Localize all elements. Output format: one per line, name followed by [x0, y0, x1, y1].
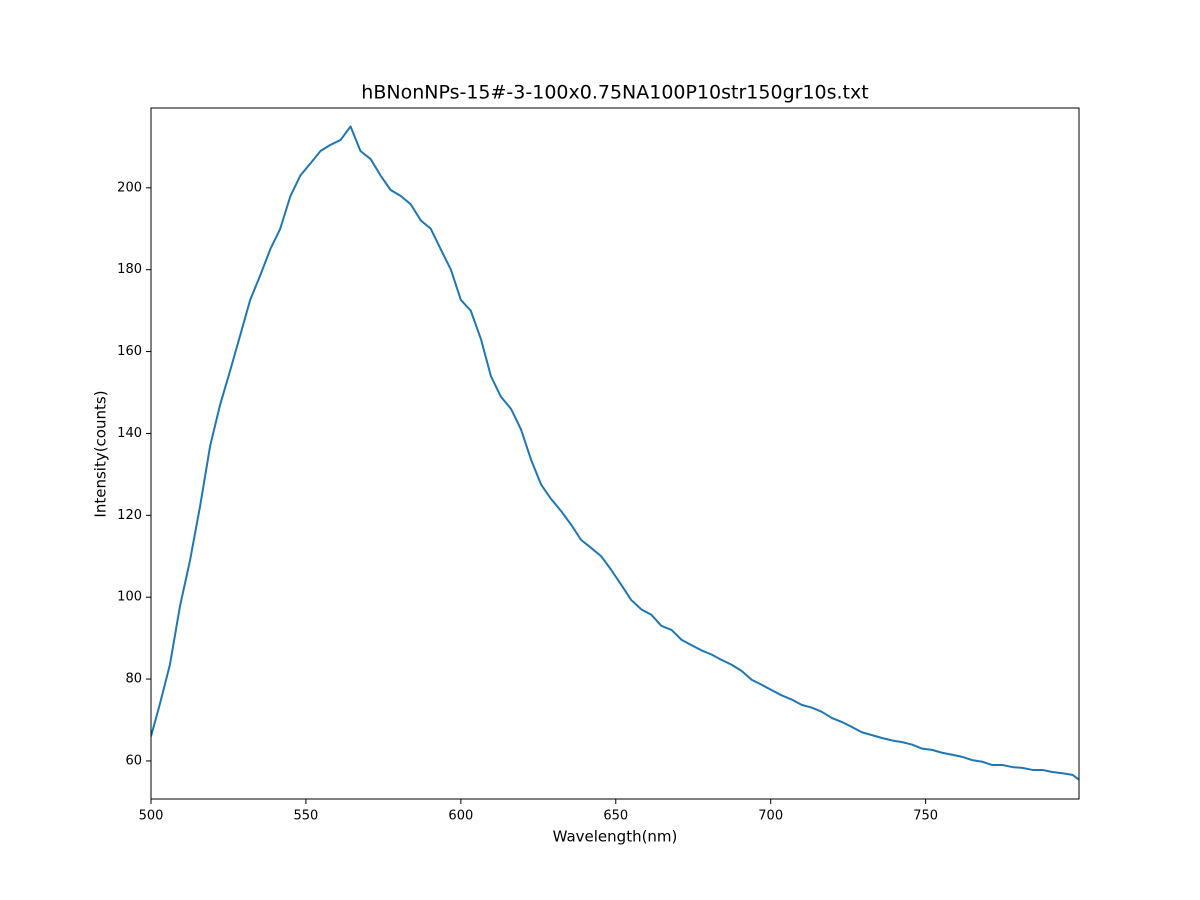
x-tick-label: 750 [913, 809, 938, 824]
x-tick-label: 600 [448, 809, 473, 824]
x-tick-label: 500 [139, 809, 164, 824]
data-line [151, 125, 1079, 781]
chart-title: hBNonNPs-15#-3-100x0.75NA100P10str150gr1… [361, 82, 868, 104]
x-tick-label: 550 [294, 809, 319, 824]
y-tick-label: 140 [117, 426, 142, 441]
plot-frame [150, 107, 1080, 800]
y-tick-label: 100 [117, 590, 142, 605]
x-axis-label: Wavelength(nm) [553, 828, 678, 846]
y-axis-label: Intensity(counts) [92, 390, 110, 517]
y-tick-label: 160 [117, 344, 142, 359]
y-tick-label: 120 [117, 508, 142, 523]
y-tick-label: 200 [117, 180, 142, 195]
y-tick-label: 80 [125, 672, 142, 687]
x-tick-label: 650 [603, 809, 628, 824]
x-tick-label: 700 [758, 809, 783, 824]
y-tick-label: 60 [125, 753, 142, 768]
y-tick-label: 180 [117, 262, 142, 277]
